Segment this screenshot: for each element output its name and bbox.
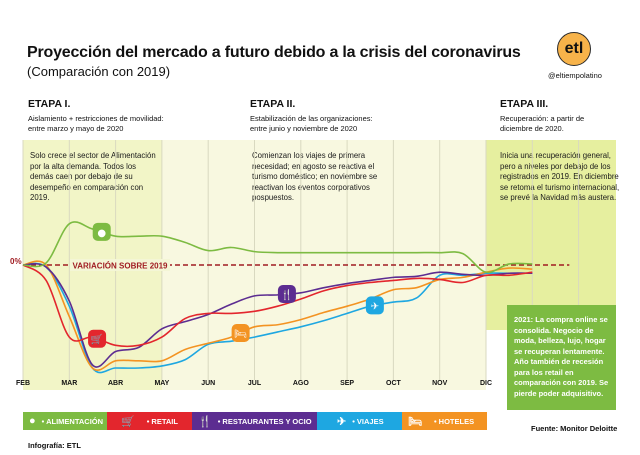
series-line-viajes — [22, 262, 533, 374]
x-tick-label: ABR — [108, 380, 123, 387]
stage-3-subtitle: Recuperación: a partir de diciembre de 2… — [500, 114, 585, 133]
legend: ● • ALIMENTACIÓN 🛒 • RETAIL 🍴 • RESTAURA… — [23, 412, 487, 430]
bed-icon: 🛏 — [234, 329, 247, 340]
x-tick-label: JUN — [201, 380, 215, 387]
series-marker: 🛒 — [88, 329, 107, 348]
stage-3-title: ETAPA III. — [500, 98, 549, 110]
series-line-retail — [22, 264, 533, 348]
apple-icon: ● — [29, 415, 36, 427]
reference-label-bg — [70, 259, 170, 271]
chart-title: Proyección del mercado a futuro debido a… — [27, 44, 521, 61]
chart-subtitle: (Comparación con 2019) — [27, 64, 171, 79]
credit: Infografía: ETL — [28, 441, 81, 450]
cart-icon: 🛒 — [91, 333, 103, 346]
x-tick-label: SEP — [340, 380, 354, 387]
legend-label: • HOTELES — [433, 416, 475, 426]
legend-item-restaurantes: 🍴 • RESTAURANTES Y OCIO — [192, 412, 317, 430]
stage-3-note: Inicia una recuperación general, pero a … — [500, 151, 620, 202]
series-marker: 🛏 — [231, 323, 250, 342]
dining-icon: 🍴 — [198, 415, 212, 428]
cart-icon: 🛒 — [121, 415, 135, 428]
x-tick-label: AGO — [293, 380, 310, 387]
legend-item-retail: 🛒 • RETAIL — [107, 412, 192, 430]
logo: etl — [557, 32, 591, 66]
apple-icon: ● — [97, 228, 106, 239]
plane-icon-badge — [365, 296, 384, 315]
series-marker: ✈ — [365, 296, 384, 315]
legend-label: • ALIMENTACIÓN — [41, 416, 104, 426]
x-tick-label: MAR — [61, 380, 77, 387]
stage-2-title: ETAPA II. — [250, 98, 296, 110]
legend-label: • RETAIL — [146, 416, 178, 426]
line-chart: VARIACIÓN SOBRE 2019 0% ● 🛒 🍴 ✈ 🛏 FEB MAR ABR MA… — [10, 140, 580, 387]
y-tick-label: 0% — [10, 257, 22, 266]
dining-icon: 🍴 — [281, 288, 293, 301]
stage-2-subtitle: Estabilización de las organizaciones: en… — [250, 114, 373, 133]
legend-item-alimentacion: ● • ALIMENTACIÓN — [23, 412, 107, 430]
series-marker: 🍴 — [277, 285, 296, 304]
x-tick-label: FEB — [16, 380, 30, 387]
callout-2021: 2021: La compra online se consolida. Neg… — [507, 305, 616, 410]
x-tick-label: MAY — [154, 380, 169, 387]
stage-1-subtitle: Aislamiento + restricciones de movilidad… — [28, 114, 164, 133]
x-tick-label: JUL — [248, 380, 262, 387]
legend-item-viajes: ✈ • VIAJES — [317, 412, 402, 430]
x-tick-label: OCT — [386, 380, 402, 387]
bed-icon: 🛏 — [408, 415, 422, 428]
dining-icon-badge — [277, 285, 296, 304]
legend-label: • VIAJES — [352, 416, 384, 426]
source: Fuente: Monitor Deloitte — [531, 424, 618, 433]
apple-icon-badge — [92, 222, 111, 241]
x-tick-label: DIC — [480, 380, 492, 387]
stage-3-band — [486, 140, 616, 330]
stage-1-note: Solo crece el sector de Alimentación por… — [30, 151, 156, 202]
reference-label: VARIACIÓN SOBRE 2019 — [73, 262, 169, 271]
series-line-hoteles — [22, 260, 533, 371]
stage-2-note: Comienzan los viajes de primera necesida… — [252, 151, 378, 202]
legend-item-hoteles: 🛏 • HOTELES — [402, 412, 487, 430]
bed-icon-badge — [231, 323, 250, 342]
cart-icon-badge — [88, 329, 107, 348]
social-handle: @eltiempolatino — [548, 71, 602, 80]
series-line-restaurantes-y-ocio — [22, 263, 533, 368]
legend-label: • RESTAURANTES Y OCIO — [217, 416, 312, 426]
series-marker: ● — [92, 222, 111, 241]
plane-icon: ✈ — [371, 301, 379, 312]
stage-1-title: ETAPA I. — [28, 98, 71, 110]
x-tick-label: NOV — [432, 380, 448, 387]
plane-icon: ✈ — [337, 415, 347, 428]
